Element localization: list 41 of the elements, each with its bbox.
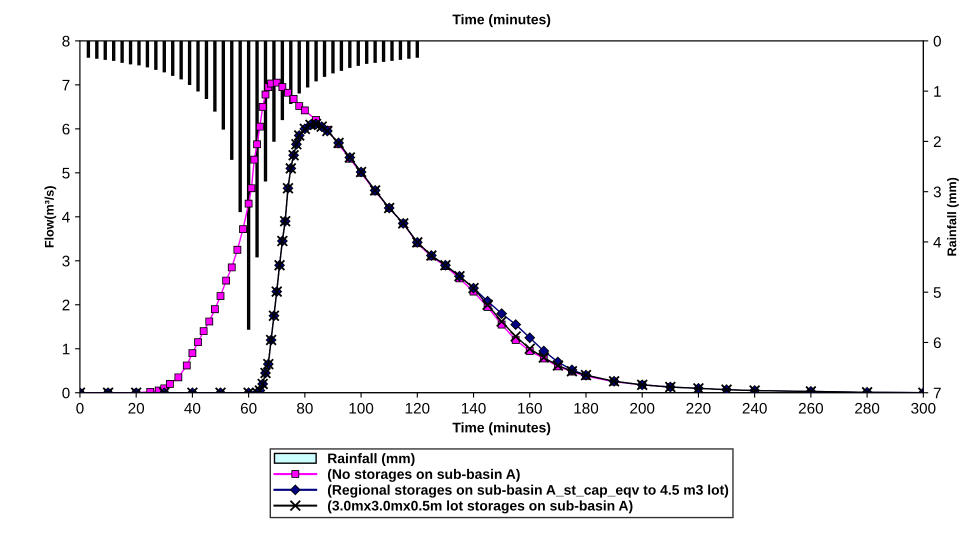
y-tick-label: 4 [62,212,70,222]
x-tick-label: 20 [128,402,144,414]
y-axis-title: Flow(m³/s) [44,186,56,248]
legend-label: Rainfall (mm) [328,453,415,466]
y-tick-label: 3 [62,256,70,266]
x-tick-label: 0 [76,402,84,414]
legend-label: (Regional storages on sub-basin A_st_cap_eqv to 4.5 m3 lot) [328,484,728,498]
legend-label: (3.0mx3.0mx0.5m lot storages on sub-basin A) [328,500,632,514]
x-tick-label: 280 [855,402,880,414]
x-tick-label: 80 [297,402,313,414]
y-tick-label: 6 [62,124,70,135]
y-tick-label: 5 [62,168,70,179]
x-tick-label: 40 [184,402,200,414]
x-axis-title: Time (minutes) [452,422,550,436]
y2-tick-label: 4 [933,236,942,248]
y2-axis-title: Rainfall (mm) [947,178,959,256]
y2-tick-label: 7 [934,388,941,398]
x-tick-label: 240 [742,402,767,414]
x-tick-label: 100 [349,402,374,414]
y2-tick-label: 5 [934,287,941,298]
y-tick-label: 2 [62,300,70,310]
x-tick-label: 120 [406,402,430,414]
x-tick-label: 140 [462,402,486,414]
x-tick-label: 260 [798,402,824,414]
x-tick-label: 200 [630,402,654,414]
x-tick-label: 60 [240,402,257,414]
y2-tick-label: 6 [934,337,941,348]
y2-tick-label: 1 [934,86,941,97]
x-tick-label: 180 [574,402,598,414]
x-tick-label: 220 [686,402,711,414]
chart-title: Time (minutes) [452,14,550,28]
y-tick-label: 7 [62,80,70,90]
x-tick-label: 160 [518,402,542,414]
y2-tick-label: 3 [934,186,941,198]
y2-tick-label: 0 [934,36,941,47]
y-tick-label: 0 [62,388,70,398]
y-tick-label: 1 [62,344,70,354]
y2-tick-label: 2 [934,136,941,147]
legend-label: (No storages on sub-basin A) [328,468,520,482]
x-tick-label: 300 [911,402,936,414]
y-tick-label: 8 [62,36,70,47]
